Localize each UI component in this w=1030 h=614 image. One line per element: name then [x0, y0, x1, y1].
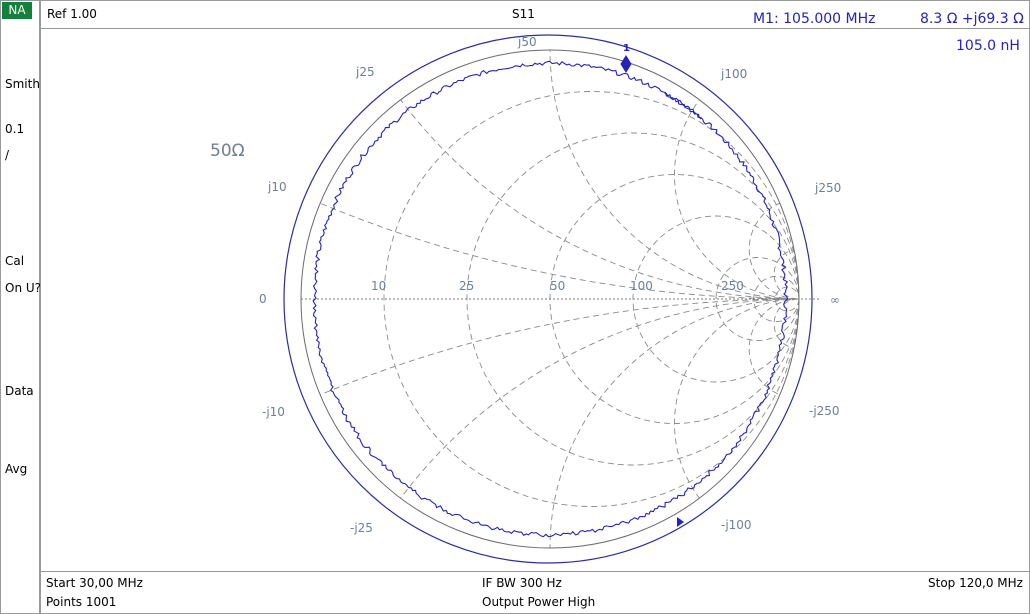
softkey-cal-status[interactable]: On U?	[5, 281, 42, 295]
mode-badge[interactable]: NA	[2, 2, 32, 19]
softkey-sidebar: NA Smith 0.1 / Cal On U? Data Avg	[0, 0, 42, 614]
reactance-circle	[674, 298, 799, 548]
softkey-scale-value[interactable]: 0.1	[5, 122, 25, 136]
softkey-scale-unit[interactable]: /	[5, 148, 10, 162]
ref-level[interactable]: Ref 1.00	[47, 7, 97, 21]
softkey-cal[interactable]: Cal	[5, 254, 25, 268]
if-bandwidth[interactable]: IF BW 300 Hz	[482, 576, 562, 590]
start-frequency[interactable]: Start 30,00 MHz	[46, 576, 143, 590]
resistance-label-100: 100	[630, 279, 653, 293]
resistance-label-50: 50	[550, 279, 565, 293]
marker-inductance: 105.0 nH	[956, 38, 1020, 54]
marker-impedance: 8.3 Ω +j69.3 Ω	[920, 11, 1024, 27]
softkey-data[interactable]: Data	[5, 384, 34, 398]
header-bar: Ref 1.00 S11 M1: 105.000 MHz 8.3 Ω +j69.…	[41, 1, 1029, 29]
resistance-label-250: 250	[721, 279, 744, 293]
footer-bar: Start 30,00 MHz Points 1001 IF BW 300 Hz…	[41, 571, 1029, 614]
reactance-label-neg-j100: -j100	[721, 518, 752, 532]
resistance-label-0: 0	[259, 292, 267, 306]
reactance-label-j10: j10	[267, 180, 287, 194]
reactance-label-j250: j250	[814, 181, 841, 195]
s11-trace	[312, 60, 789, 538]
reactance-circle	[674, 50, 799, 300]
reactance-circle	[301, 298, 799, 548]
reactance-label-j100: j100	[720, 67, 747, 81]
stop-frequency[interactable]: Stop 120,0 MHz	[928, 576, 1023, 590]
reactance-circle	[549, 50, 799, 300]
resistance-label-10: 10	[371, 279, 386, 293]
softkey-format[interactable]: Smith	[5, 77, 40, 91]
reactance-label-j25: j25	[355, 65, 375, 79]
reactance-label-neg-j250: -j250	[809, 404, 840, 418]
resistance-circle	[715, 257, 799, 341]
reactance-circle	[301, 298, 799, 548]
smith-labels: 0 10 25 50 100 250 ∞ j10 j25 j50 j100 j2…	[210, 35, 841, 535]
reactance-label-neg-j25: -j25	[350, 521, 373, 535]
resistance-label-infinity: ∞	[830, 293, 840, 307]
trace-parameter[interactable]: S11	[512, 7, 535, 21]
softkey-avg[interactable]: Avg	[5, 462, 28, 476]
output-power[interactable]: Output Power High	[482, 595, 596, 609]
reactance-label-neg-j10: -j10	[262, 405, 285, 419]
reactance-circle	[301, 50, 799, 300]
reference-impedance: 50Ω	[210, 141, 245, 161]
reactance-circle	[549, 298, 799, 548]
reactance-label-j50: j50	[517, 35, 537, 49]
outer-circle	[283, 34, 813, 564]
trace-end-marker-icon	[677, 517, 684, 527]
marker-1[interactable]: 1	[620, 43, 632, 73]
marker-frequency: M1: 105.000 MHz	[753, 11, 876, 27]
resistance-circle	[383, 91, 799, 507]
reactance-circle	[301, 50, 799, 300]
smith-chart[interactable]: 0 10 25 50 100 250 ∞ j10 j25 j50 j100 j2…	[40, 28, 1028, 570]
sweep-points[interactable]: Points 1001	[46, 595, 117, 609]
marker-1-label: 1	[623, 43, 630, 54]
marker-1-icon	[620, 55, 632, 73]
display-area: Ref 1.00 S11 M1: 105.000 MHz 8.3 Ω +j69.…	[40, 0, 1030, 614]
resistance-label-25: 25	[459, 279, 474, 293]
